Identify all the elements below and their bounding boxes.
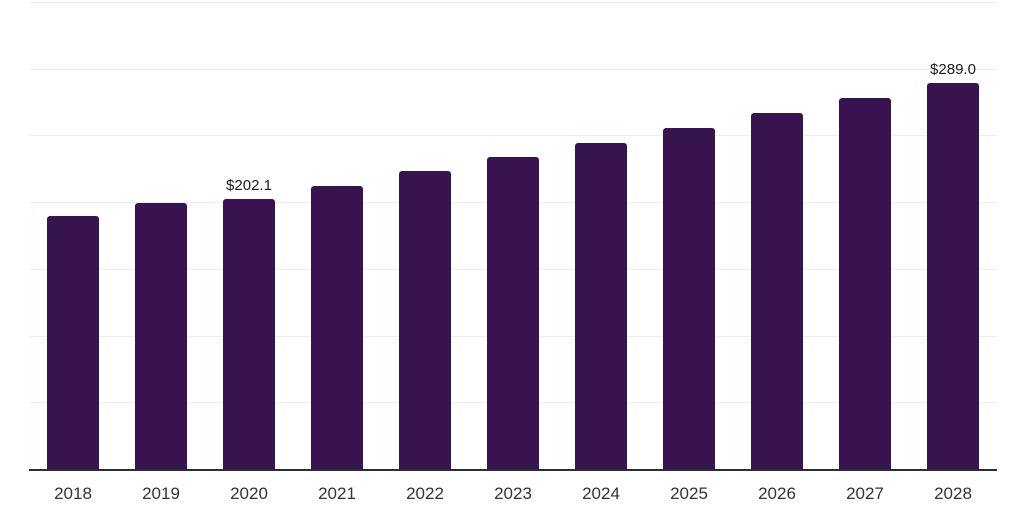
bar-2019	[135, 202, 187, 469]
bar-slot-2025	[645, 2, 733, 469]
gridline-300	[29, 68, 997, 70]
bar-slot-2028: $289.0	[909, 2, 997, 469]
x-tick-2028: 2028	[934, 484, 972, 503]
bars: $202.1 $289.0	[29, 2, 997, 469]
bar-slot-2024	[557, 2, 645, 469]
bar-slot-2020: $202.1	[205, 2, 293, 469]
x-tick-2019: 2019	[142, 484, 180, 503]
x-tick-2021: 2021	[318, 484, 356, 503]
bar-2025	[663, 127, 715, 469]
bar-2024	[575, 143, 627, 469]
x-tick-2022: 2022	[406, 484, 444, 503]
x-axis-line	[29, 469, 997, 471]
bar-2021	[311, 185, 363, 469]
bar-2022	[399, 171, 451, 469]
x-tick-2023: 2023	[494, 484, 532, 503]
bar-slot-2018	[29, 2, 117, 469]
gridline-350	[29, 2, 997, 3]
data-label-2028: $289.0	[930, 60, 976, 78]
data-label-2020: $202.1	[226, 176, 272, 194]
bar-slot-2027	[821, 2, 909, 469]
bar-2020	[223, 199, 275, 469]
x-tick-2020: 2020	[230, 484, 268, 503]
bar-2018	[47, 215, 99, 469]
x-tick-2024: 2024	[582, 484, 620, 503]
bar-slot-2026	[733, 2, 821, 469]
bar-2026	[751, 113, 803, 469]
bar-slot-2019	[117, 2, 205, 469]
bar-slot-2021	[293, 2, 381, 469]
x-tick-2026: 2026	[758, 484, 796, 503]
gridline-250	[29, 135, 997, 137]
x-axis-labels: 2018 2019 2020 2021 2022 2023 2024 2025 2026 2027…	[29, 483, 997, 505]
bar-2023	[487, 157, 539, 469]
plot-area: $202.1 $289.0	[29, 2, 997, 469]
bar-2027	[839, 98, 891, 469]
bar-slot-2022	[381, 2, 469, 469]
x-tick-2025: 2025	[670, 484, 708, 503]
x-tick-2027: 2027	[846, 484, 884, 503]
bar-slot-2023	[469, 2, 557, 469]
x-tick-2018: 2018	[54, 484, 92, 503]
bar-2028	[927, 83, 979, 469]
